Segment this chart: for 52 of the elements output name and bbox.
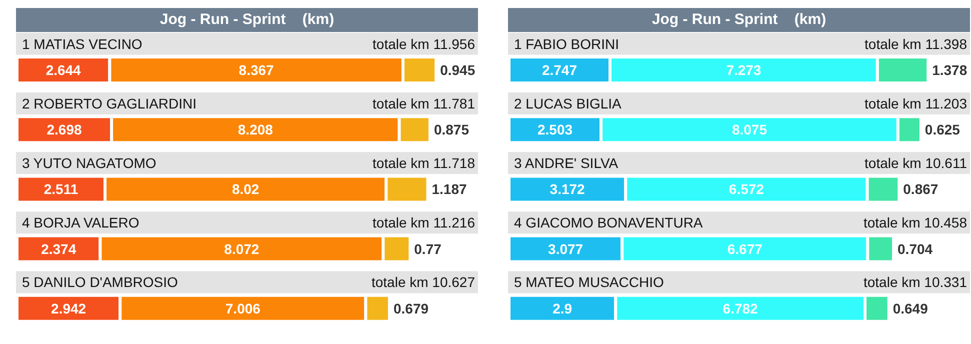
data-label: 8.072 xyxy=(224,240,260,257)
data-label: 6.572 xyxy=(728,181,764,198)
data-label: 0.77 xyxy=(414,240,442,257)
data-label: 2.747 xyxy=(542,62,578,78)
total-label: totale km 10.627 xyxy=(371,274,476,290)
data-label: 1.187 xyxy=(432,181,467,198)
data-label: 7.273 xyxy=(726,62,762,78)
data-label: 2.9 xyxy=(552,300,572,316)
chart-title: Jog - Run - Sprint (km) xyxy=(16,8,478,32)
data-label: 3.172 xyxy=(550,181,586,198)
data-label: 6.782 xyxy=(722,300,758,316)
data-label: 0.649 xyxy=(892,300,928,316)
data-label: 8.208 xyxy=(238,122,274,138)
y-tick-label: 1 FABIO BORINI xyxy=(514,36,620,52)
total-label: totale km 11.956 xyxy=(372,36,476,52)
chart-title: Jog - Run - Sprint (km) xyxy=(508,8,970,32)
y-tick-label: 1 MATIAS VECINO xyxy=(22,36,142,52)
y-tick-label: 4 GIACOMO BONAVENTURA xyxy=(514,214,704,231)
total-label: totale km 11.203 xyxy=(864,95,968,112)
data-label: 1.378 xyxy=(932,62,968,78)
total-label: totale km 10.331 xyxy=(863,274,968,290)
total-label: totale km 11.216 xyxy=(372,214,476,231)
data-label: 0.875 xyxy=(434,122,470,138)
total-label: totale km 10.611 xyxy=(864,155,968,171)
data-label: 2.644 xyxy=(46,62,82,78)
data-label: 6.677 xyxy=(727,240,763,257)
data-label: 0.945 xyxy=(440,62,476,78)
total-label: totale km 11.718 xyxy=(372,155,476,171)
data-label: 8.367 xyxy=(238,62,274,78)
y-tick-label: 5 DANILO D'AMBROSIO xyxy=(22,274,178,290)
y-tick-label: 2 ROBERTO GAGLIARDINI xyxy=(22,95,197,112)
y-tick-label: 2 LUCAS BIGLIA xyxy=(514,95,622,112)
data-label: 0.704 xyxy=(898,240,933,257)
data-label: 2.511 xyxy=(44,181,78,198)
data-label: 8.075 xyxy=(732,122,768,138)
data-label: 2.374 xyxy=(41,240,76,257)
data-label: 3.077 xyxy=(548,240,584,257)
data-label: 2.503 xyxy=(537,122,573,138)
data-label: 0.867 xyxy=(903,181,938,198)
data-label: 7.006 xyxy=(225,300,261,316)
total-label: totale km 11.398 xyxy=(864,36,968,52)
y-tick-label: 5 MATEO MUSACCHIO xyxy=(514,274,664,290)
data-label: 8.02 xyxy=(232,181,260,198)
data-label: 2.942 xyxy=(51,300,86,316)
y-tick-label: 3 YUTO NAGATOMO xyxy=(22,155,156,171)
data-label: 0.625 xyxy=(924,122,960,138)
y-tick-label: 4 BORJA VALERO xyxy=(22,214,140,231)
data-label: 0.679 xyxy=(394,300,429,316)
total-label: totale km 10.458 xyxy=(863,214,968,231)
y-tick-label: 3 ANDRE' SILVA xyxy=(514,155,619,171)
data-label: 2.698 xyxy=(46,122,82,138)
total-label: totale km 11.781 xyxy=(372,95,476,112)
